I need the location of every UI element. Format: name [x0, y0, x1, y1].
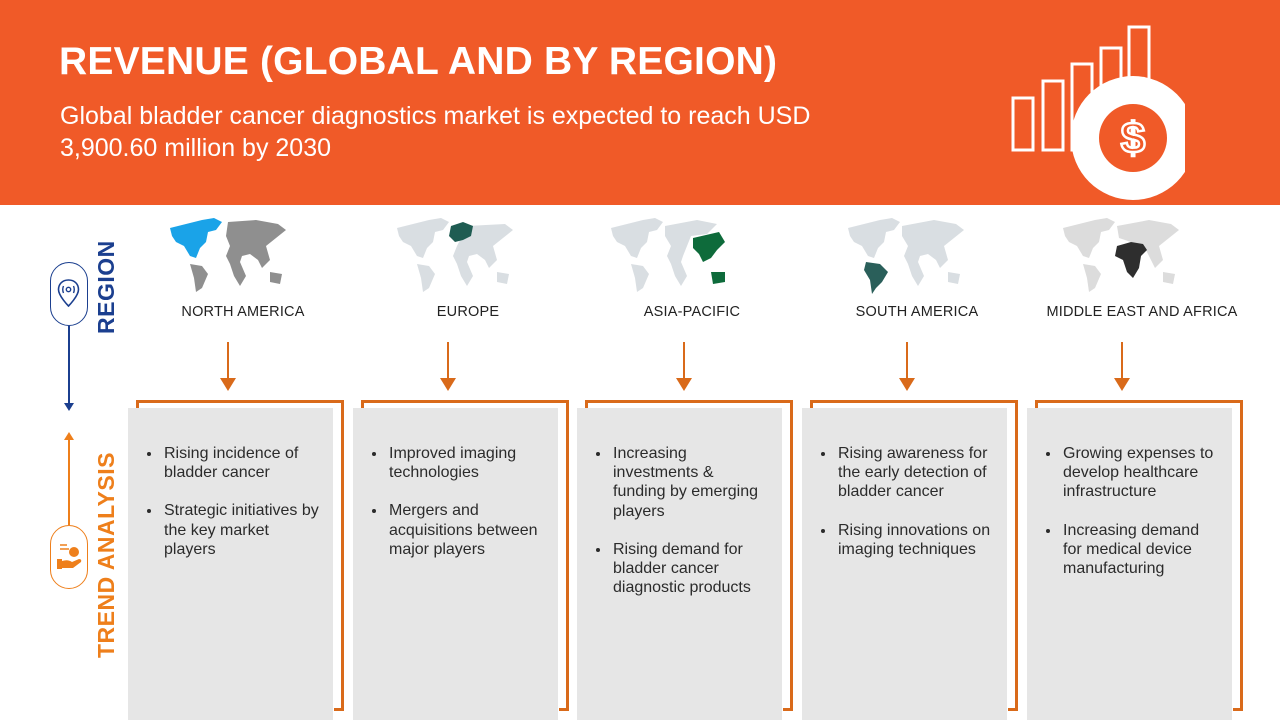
trend-bracket: [810, 400, 1018, 711]
world-map-europe-icon: [397, 218, 513, 292]
bracket-foot: [334, 708, 344, 711]
header-banner: REVENUE (GLOBAL AND BY REGION) Global bl…: [0, 0, 1280, 205]
page-subtitle: Global bladder cancer diagnostics market…: [60, 102, 811, 162]
arrow-line: [447, 342, 449, 380]
world-map-south-america-icon: [848, 218, 964, 294]
region-name: MIDDLE EAST AND AFRICA: [1046, 304, 1238, 320]
trend-item: Increasing investments & funding by emer…: [591, 444, 768, 521]
world-map-asia-pacific-icon: [611, 218, 725, 292]
arrow-down-icon: [676, 378, 692, 391]
trend-list: Rising awareness for the early detection…: [816, 444, 993, 559]
trend-capsule: [50, 525, 88, 589]
trend-bracket: [585, 400, 793, 711]
bracket-foot: [585, 400, 588, 409]
trend-item: Rising innovations on imaging techniques: [816, 521, 993, 559]
region-column-europe: EUROPE Improved imaging technologies Mer…: [353, 212, 583, 720]
arrow-down-icon: [1114, 378, 1130, 391]
trend-item: Rising awareness for the early detection…: [816, 444, 993, 502]
trend-item: Growing expenses to develop healthcare i…: [1041, 444, 1218, 502]
revenue-growth-dollar-icon: $: [1011, 25, 1185, 200]
bracket-foot: [136, 400, 139, 409]
trend-bracket: [1035, 400, 1243, 711]
region-capsule: [50, 262, 88, 326]
bracket-foot: [1233, 708, 1243, 711]
svg-text:$: $: [1121, 114, 1145, 163]
region-name: EUROPE: [436, 304, 500, 320]
arrow-line: [906, 342, 908, 380]
bracket-foot: [559, 708, 569, 711]
trend-connector-line: [68, 440, 70, 525]
region-name: NORTH AMERICA: [181, 304, 305, 320]
trend-item: Strategic initiatives by the key market …: [142, 501, 319, 559]
trend-card: Rising awareness for the early detection…: [802, 408, 1007, 720]
trend-arrow-up-icon: [64, 432, 74, 440]
trend-item: Increasing demand for medical device man…: [1041, 521, 1218, 579]
trend-card: Improved imaging technologies Mergers an…: [353, 408, 558, 720]
region-column-asia-pacific: ASIA-PACIFIC Increasing investments & fu…: [577, 212, 807, 720]
bracket-foot: [1008, 708, 1018, 711]
arrow-down-icon: [440, 378, 456, 391]
trend-list: Improved imaging technologies Mergers an…: [367, 444, 544, 559]
location-pin-icon: [57, 279, 80, 308]
arrow-down-icon: [220, 378, 236, 391]
trend-analysis-heading: TREND ANALYSIS: [93, 452, 119, 658]
world-map-north-america-icon: [170, 218, 286, 292]
region-column-south-america: SOUTH AMERICA Rising awareness for the e…: [802, 212, 1032, 720]
trend-bracket: [361, 400, 569, 711]
trend-item: Mergers and acquisitions between major p…: [367, 501, 544, 559]
world-map-middle-east-africa-icon: [1063, 218, 1179, 292]
hand-coin-icon: [57, 544, 82, 569]
trend-item: Rising incidence of bladder cancer: [142, 444, 319, 482]
bracket-foot: [1035, 400, 1038, 409]
trend-card: Increasing investments & funding by emer…: [577, 408, 782, 720]
region-connector-line: [68, 326, 70, 404]
trend-list: Growing expenses to develop healthcare i…: [1041, 444, 1218, 578]
bracket-foot: [783, 708, 793, 711]
region-name: ASIA-PACIFIC: [643, 304, 741, 320]
region-arrow-down-icon: [64, 403, 74, 411]
region-name: SOUTH AMERICA: [855, 304, 979, 320]
arrow-line: [1121, 342, 1123, 380]
trend-list: Increasing investments & funding by emer…: [591, 444, 768, 597]
region-column-north-america: NORTH AMERICA Rising incidence of bladde…: [128, 212, 358, 720]
arrow-down-icon: [899, 378, 915, 391]
region-heading: REGION: [93, 240, 119, 334]
trend-list: Rising incidence of bladder cancer Strat…: [142, 444, 319, 559]
bracket-foot: [361, 400, 364, 409]
trend-card: Rising incidence of bladder cancer Strat…: [128, 408, 333, 720]
arrow-line: [227, 342, 229, 380]
page-title: REVENUE (GLOBAL AND BY REGION): [59, 40, 778, 83]
trend-card: Growing expenses to develop healthcare i…: [1027, 408, 1232, 720]
bracket-foot: [810, 400, 813, 409]
region-column-middle-east-africa: MIDDLE EAST AND AFRICA Growing expenses …: [1027, 212, 1257, 720]
trend-item: Rising demand for bladder cancer diagnos…: [591, 540, 768, 598]
arrow-line: [683, 342, 685, 380]
trend-item: Improved imaging technologies: [367, 444, 544, 482]
trend-bracket: [136, 400, 344, 711]
